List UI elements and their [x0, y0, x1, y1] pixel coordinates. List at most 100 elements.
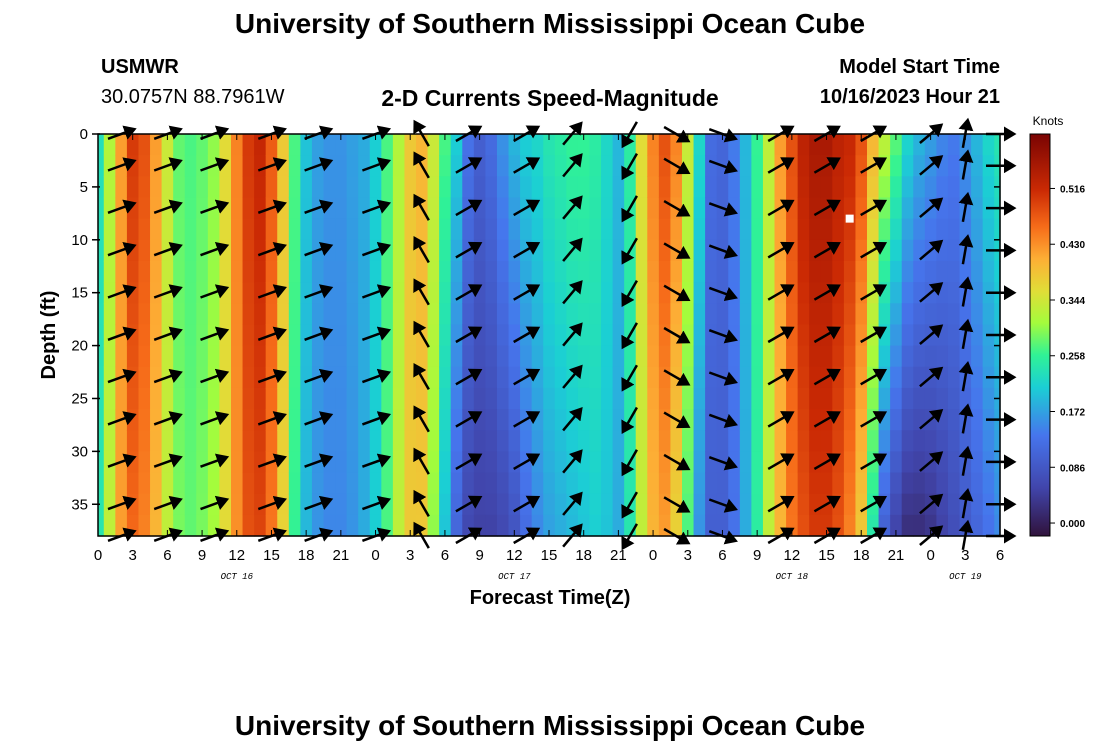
heatmap-cell [925, 176, 937, 198]
heatmap-cell [971, 430, 983, 452]
heatmap-cell [277, 409, 289, 431]
heatmap-cell [775, 430, 787, 452]
heatmap-cell [335, 240, 347, 262]
heatmap-cell [798, 219, 810, 241]
heatmap-cell [647, 430, 659, 452]
heatmap-cell [451, 388, 463, 410]
heatmap-cell [347, 303, 359, 325]
heatmap-cell [543, 282, 555, 304]
heatmap-cell [404, 409, 416, 431]
day-label: OCT 16 [221, 572, 254, 582]
heatmap-cell [798, 240, 810, 262]
heatmap-cell [162, 430, 174, 452]
heatmap-cell [439, 303, 451, 325]
heatmap-cell [890, 282, 902, 304]
heatmap-cell [948, 219, 960, 241]
heatmap-cell [543, 409, 555, 431]
heatmap-cell [162, 388, 174, 410]
heatmap-cell [243, 409, 255, 431]
heatmap-cell [289, 134, 301, 156]
heatmap-cell [613, 176, 625, 198]
heatmap-cell [844, 346, 856, 368]
heatmap-cell [428, 219, 440, 241]
heatmap-cell [404, 155, 416, 177]
heatmap-cell [243, 451, 255, 473]
heatmap-cell [127, 155, 139, 177]
heatmap-cell [821, 473, 833, 495]
x-tick-label: 9 [753, 547, 761, 564]
heatmap-cell [231, 409, 243, 431]
heatmap-cell [98, 134, 104, 156]
heatmap-cell [809, 451, 821, 473]
heatmap-cell [694, 197, 706, 219]
heatmap-cell [185, 451, 197, 473]
heatmap-cell [428, 155, 440, 177]
heatmap-cell [705, 197, 717, 219]
heatmap-cell [740, 324, 752, 346]
heatmap-cell [347, 388, 359, 410]
heatmap-cell [659, 134, 671, 156]
heatmap-cell [150, 155, 162, 177]
heatmap-cell [509, 388, 521, 410]
heatmap-cell [370, 219, 382, 241]
x-tick-label: 21 [333, 547, 350, 564]
heatmap-cell [775, 346, 787, 368]
heatmap-cell [393, 134, 405, 156]
heatmap-cell [589, 409, 601, 431]
heatmap-cell [231, 367, 243, 389]
heatmap-cell [138, 430, 150, 452]
heatmap-cell [393, 430, 405, 452]
heatmap-cell [751, 303, 763, 325]
heatmap-cell [532, 430, 544, 452]
heatmap-cell [879, 176, 891, 198]
heatmap-cell [694, 134, 706, 156]
heatmap-cell [428, 451, 440, 473]
heatmap-cell [115, 134, 127, 156]
heatmap-cell [428, 176, 440, 198]
heatmap-cell [751, 451, 763, 473]
heatmap-cell [127, 240, 139, 262]
heatmap-cell [960, 388, 972, 410]
heatmap-cell [196, 324, 208, 346]
heatmap-cell [127, 261, 139, 283]
heatmap-cell [173, 494, 185, 516]
heatmap-cell [219, 240, 231, 262]
heatmap-cell [705, 388, 717, 410]
heatmap-cell [381, 409, 393, 431]
colorbar-label: Knots [1033, 114, 1064, 128]
heatmap-cell [543, 451, 555, 473]
heatmap-cell [335, 367, 347, 389]
heatmap-cell [185, 134, 197, 156]
heatmap-cell [243, 367, 255, 389]
x-tick-label: 6 [163, 547, 171, 564]
heatmap-cell [879, 430, 891, 452]
heatmap-cell [902, 261, 914, 283]
heatmap-cell [404, 240, 416, 262]
heatmap-cell [497, 155, 509, 177]
heatmap-cell [601, 261, 613, 283]
heatmap-cell [578, 219, 590, 241]
heatmap-cell [520, 430, 532, 452]
heatmap-cell [312, 176, 324, 198]
heatmap-cell [809, 261, 821, 283]
heatmap-cell [613, 367, 625, 389]
heatmap-cell [196, 219, 208, 241]
heatmap-cell [104, 155, 116, 177]
heatmap-cell [613, 282, 625, 304]
heatmap-cell [173, 134, 185, 156]
heatmap-cell [960, 176, 972, 198]
heatmap-cell [971, 197, 983, 219]
heatmap-cell [404, 219, 416, 241]
heatmap-cell [219, 303, 231, 325]
heatmap-cell [844, 367, 856, 389]
heatmap-cell [890, 155, 902, 177]
heatmap-cell [601, 409, 613, 431]
heatmap-cell [566, 346, 578, 368]
heatmap-cell [231, 240, 243, 262]
heatmap-cell [902, 473, 914, 495]
heatmap-cell [890, 494, 902, 516]
heatmap-cell [740, 409, 752, 431]
heatmap-cell [324, 430, 336, 452]
heatmap-cell [983, 134, 995, 156]
heatmap-cell [243, 324, 255, 346]
